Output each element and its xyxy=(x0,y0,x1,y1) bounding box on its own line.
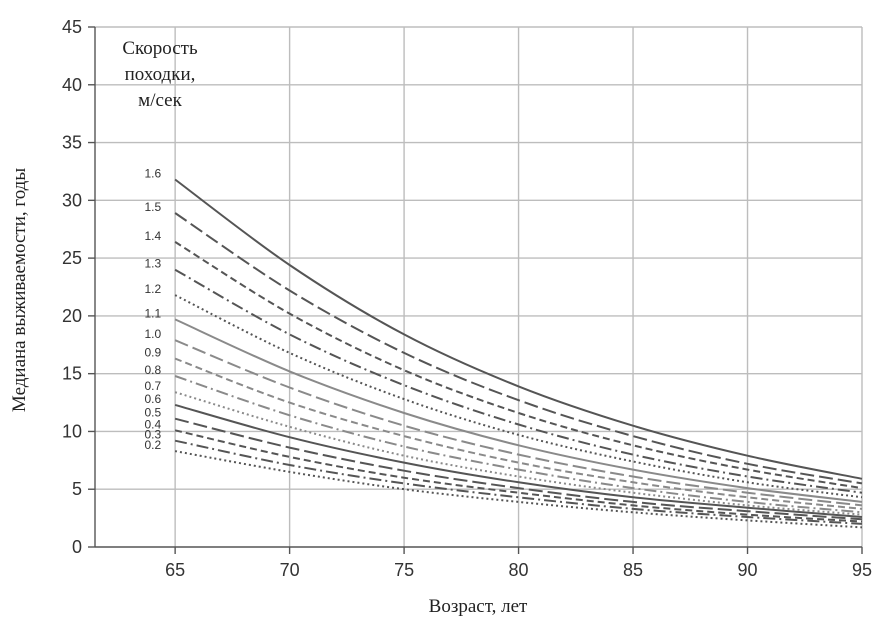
series-line-0-6 xyxy=(174,403,863,518)
series-label-0-7: 0.7 xyxy=(144,379,161,393)
series-label-0-6: 0.6 xyxy=(144,392,161,406)
y-tick-label: 45 xyxy=(62,17,82,37)
gridlines xyxy=(95,26,863,547)
legend-title-line-3: м/сек xyxy=(138,90,182,111)
series-line-0-5 xyxy=(174,417,863,521)
y-axis-title: Медиана выживаемости, годы xyxy=(9,168,30,412)
series-line-0-8 xyxy=(174,375,863,514)
y-tick-label: 35 xyxy=(62,133,82,153)
y-tick-label: 10 xyxy=(62,421,82,441)
x-tick-label: 95 xyxy=(852,560,872,580)
series-label-1-0: 1.0 xyxy=(144,327,161,341)
series-label-0-5: 0.5 xyxy=(144,406,161,420)
series-labels: 1.61.51.41.31.21.11.00.90.80.70.60.50.40… xyxy=(144,167,161,453)
series-line-0-3 xyxy=(174,439,863,525)
legend-title: Скорость походки, м/сек xyxy=(122,38,198,111)
y-tick-label: 25 xyxy=(62,248,82,268)
x-axis-title: Возраст, лет xyxy=(429,596,528,617)
legend-title-line-2: походки, xyxy=(125,64,196,85)
legend-title-line-1: Скорость xyxy=(122,38,198,59)
series-label-1-3: 1.3 xyxy=(144,257,161,271)
series-label-1-4: 1.4 xyxy=(144,229,161,243)
series-line-1-4 xyxy=(174,241,863,490)
x-tick-label: 90 xyxy=(738,560,758,580)
series-label-0-2: 0.2 xyxy=(144,438,161,452)
series-line-1-2 xyxy=(174,294,863,499)
x-tick-label: 75 xyxy=(394,560,414,580)
axes xyxy=(88,26,863,554)
series-label-0-8: 0.8 xyxy=(144,363,161,377)
y-tick-label: 0 xyxy=(72,537,82,557)
y-tick-label: 15 xyxy=(62,364,82,384)
series-lines xyxy=(174,178,863,529)
series-label-1-1: 1.1 xyxy=(144,306,161,320)
series-label-0-3: 0.3 xyxy=(144,428,161,442)
series-line-1-5 xyxy=(174,212,863,485)
series-line-1-0 xyxy=(174,339,863,507)
series-line-0-2 xyxy=(174,450,863,529)
series-label-0-4: 0.4 xyxy=(144,417,161,431)
x-tick-label: 65 xyxy=(165,560,185,580)
tick-labels: 65 70 75 80 85 90 95 0 5 10 15 20 25 30 35 40 45 xyxy=(62,17,872,580)
series-label-0-9: 0.9 xyxy=(144,346,161,360)
series-line-1-6 xyxy=(174,178,863,480)
y-tick-label: 20 xyxy=(62,306,82,326)
series-line-0-9 xyxy=(174,357,863,510)
y-tick-label: 5 xyxy=(72,479,82,499)
y-tick-label: 30 xyxy=(62,190,82,210)
series-label-1-5: 1.5 xyxy=(144,200,161,214)
x-tick-label: 85 xyxy=(623,560,643,580)
series-label-1-2: 1.2 xyxy=(144,282,161,296)
series-line-1-1 xyxy=(174,318,863,503)
x-tick-label: 70 xyxy=(280,560,300,580)
series-label-1-6: 1.6 xyxy=(144,167,161,181)
y-tick-label: 40 xyxy=(62,75,82,95)
x-tick-label: 80 xyxy=(509,560,529,580)
